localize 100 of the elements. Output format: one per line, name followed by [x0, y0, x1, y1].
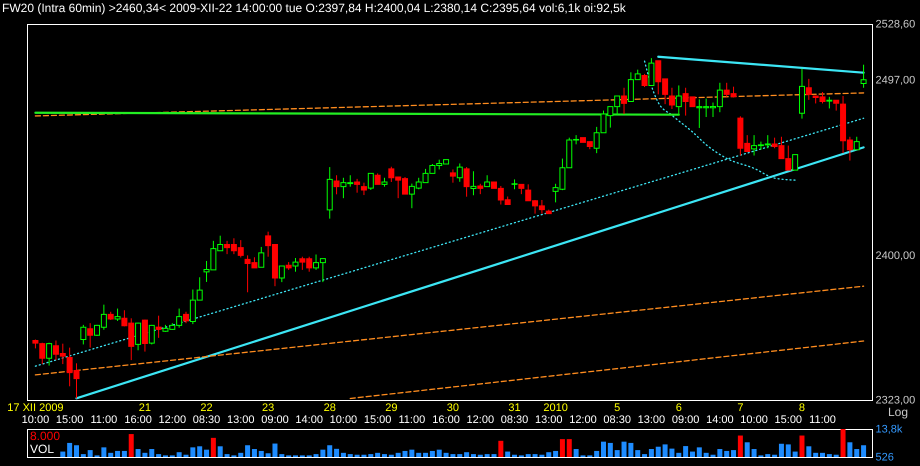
x-tick-label: 31: [508, 402, 521, 414]
x-tick-label: 29: [385, 402, 398, 414]
x-tick-label: 08:30: [192, 414, 220, 426]
candlestick: [135, 322, 142, 351]
bar: [731, 450, 736, 457]
x-tick-label: 21: [138, 402, 152, 414]
bar: [532, 454, 538, 457]
candlestick: [148, 324, 155, 345]
x-tick-label: 22: [200, 402, 213, 414]
x-tick-label: 11:00: [90, 414, 118, 426]
x-tick-label: 13:00: [534, 414, 563, 426]
candlestick: [642, 73, 648, 88]
y-tick-label: 2528,60: [876, 18, 916, 30]
x-tick-label: 17 XII 2009: [7, 402, 64, 414]
bar: [402, 450, 408, 457]
x-tick-label: 5: [614, 402, 620, 414]
x-tick-label: 2010: [543, 402, 568, 414]
bar: [334, 448, 340, 457]
bar: [560, 439, 565, 457]
bar: [820, 452, 826, 457]
candlestick: [854, 136, 860, 150]
x-tick-label: 8: [798, 402, 806, 414]
bar: [252, 449, 257, 457]
bar: [450, 454, 456, 457]
bar: [799, 436, 804, 457]
candlestick: [484, 174, 490, 188]
x-tick-label: 16:00: [432, 414, 460, 426]
bar: [600, 442, 606, 457]
x-tick-label: 13:00: [638, 414, 666, 426]
bar: [210, 438, 216, 457]
bar: [744, 442, 750, 457]
bar: [142, 452, 148, 457]
x-tick-label: 12:00: [158, 414, 186, 426]
bar: [669, 448, 674, 457]
bar: [648, 449, 654, 457]
bar: [574, 449, 579, 457]
candlestick: [806, 78, 812, 100]
text: Log: [888, 405, 908, 419]
x-tick-label: 15:00: [364, 414, 392, 426]
bar: [136, 449, 141, 457]
y-tick-label: 526: [876, 452, 894, 464]
chart-title: FW20 (Intra 60min) >2460,34< 2009-XII-22 14:00:00 tue O:2397,84 H:2400,04 L:2380,14 C:2395,64 vol:6,1k oi:92,5k: [2, 1, 627, 15]
x-tick-label: 13:00: [226, 414, 255, 426]
candlestick: [258, 246, 264, 268]
bar: [218, 446, 223, 457]
bar: [566, 439, 572, 457]
candlestick: [470, 170, 476, 196]
x-tick-label: 30: [446, 402, 460, 414]
bar: [115, 450, 120, 457]
candlestick: [512, 178, 518, 190]
x-tick-label: 28: [324, 402, 336, 414]
bar: [122, 450, 127, 457]
candlestick: [826, 96, 832, 109]
bar: [340, 452, 346, 457]
bar: [382, 454, 387, 457]
bar: [752, 449, 757, 457]
candlestick: [860, 64, 867, 88]
bar: [738, 436, 743, 457]
candlestick: [87, 322, 94, 348]
candlestick: [464, 166, 470, 198]
x-tick-label: 15:00: [56, 414, 84, 426]
candlestick: [518, 184, 524, 195]
bar: [128, 434, 134, 457]
x-tick-label: 16:00: [124, 414, 152, 426]
bar: [642, 454, 648, 457]
x-tick-label: 08:30: [603, 414, 631, 426]
candlestick: [360, 182, 367, 196]
candlestick: [114, 308, 121, 322]
x-tick-label: 10:00: [22, 414, 50, 426]
candlestick: [142, 319, 148, 352]
x-tick-label: 11:00: [398, 414, 426, 426]
candlestick: [354, 178, 360, 194]
x-tick-label: 6: [676, 402, 682, 414]
candlestick: [477, 183, 484, 195]
x-tick-label: 09:00: [261, 414, 289, 426]
candlestick: [80, 324, 86, 345]
candlestick: [676, 84, 682, 116]
bar: [491, 454, 496, 457]
y-tick-label: 2323,00: [876, 394, 916, 406]
x-tick-label: 08:30: [500, 414, 528, 426]
x-tick-label: 7: [737, 402, 744, 414]
bar: [444, 452, 449, 457]
x-tick-label: 09:00: [672, 414, 700, 426]
bar: [204, 450, 210, 457]
x-tick-label: 14:00: [706, 414, 734, 426]
bar: [840, 429, 846, 457]
candlestick: [450, 168, 456, 184]
candlestick: [792, 154, 798, 171]
bar: [553, 450, 558, 457]
candlestick: [374, 172, 381, 185]
candlestick: [334, 174, 340, 195]
x-tick-label: 14:00: [295, 414, 323, 426]
bar: [505, 452, 510, 457]
bar: [622, 442, 627, 457]
candlestick: [278, 265, 285, 283]
y-tick-label: 2497,00: [876, 74, 916, 86]
bar: [272, 444, 278, 457]
x-tick-label: 15:00: [774, 414, 802, 426]
candlestick: [456, 162, 463, 182]
x-tick-label: 10:00: [740, 414, 768, 426]
